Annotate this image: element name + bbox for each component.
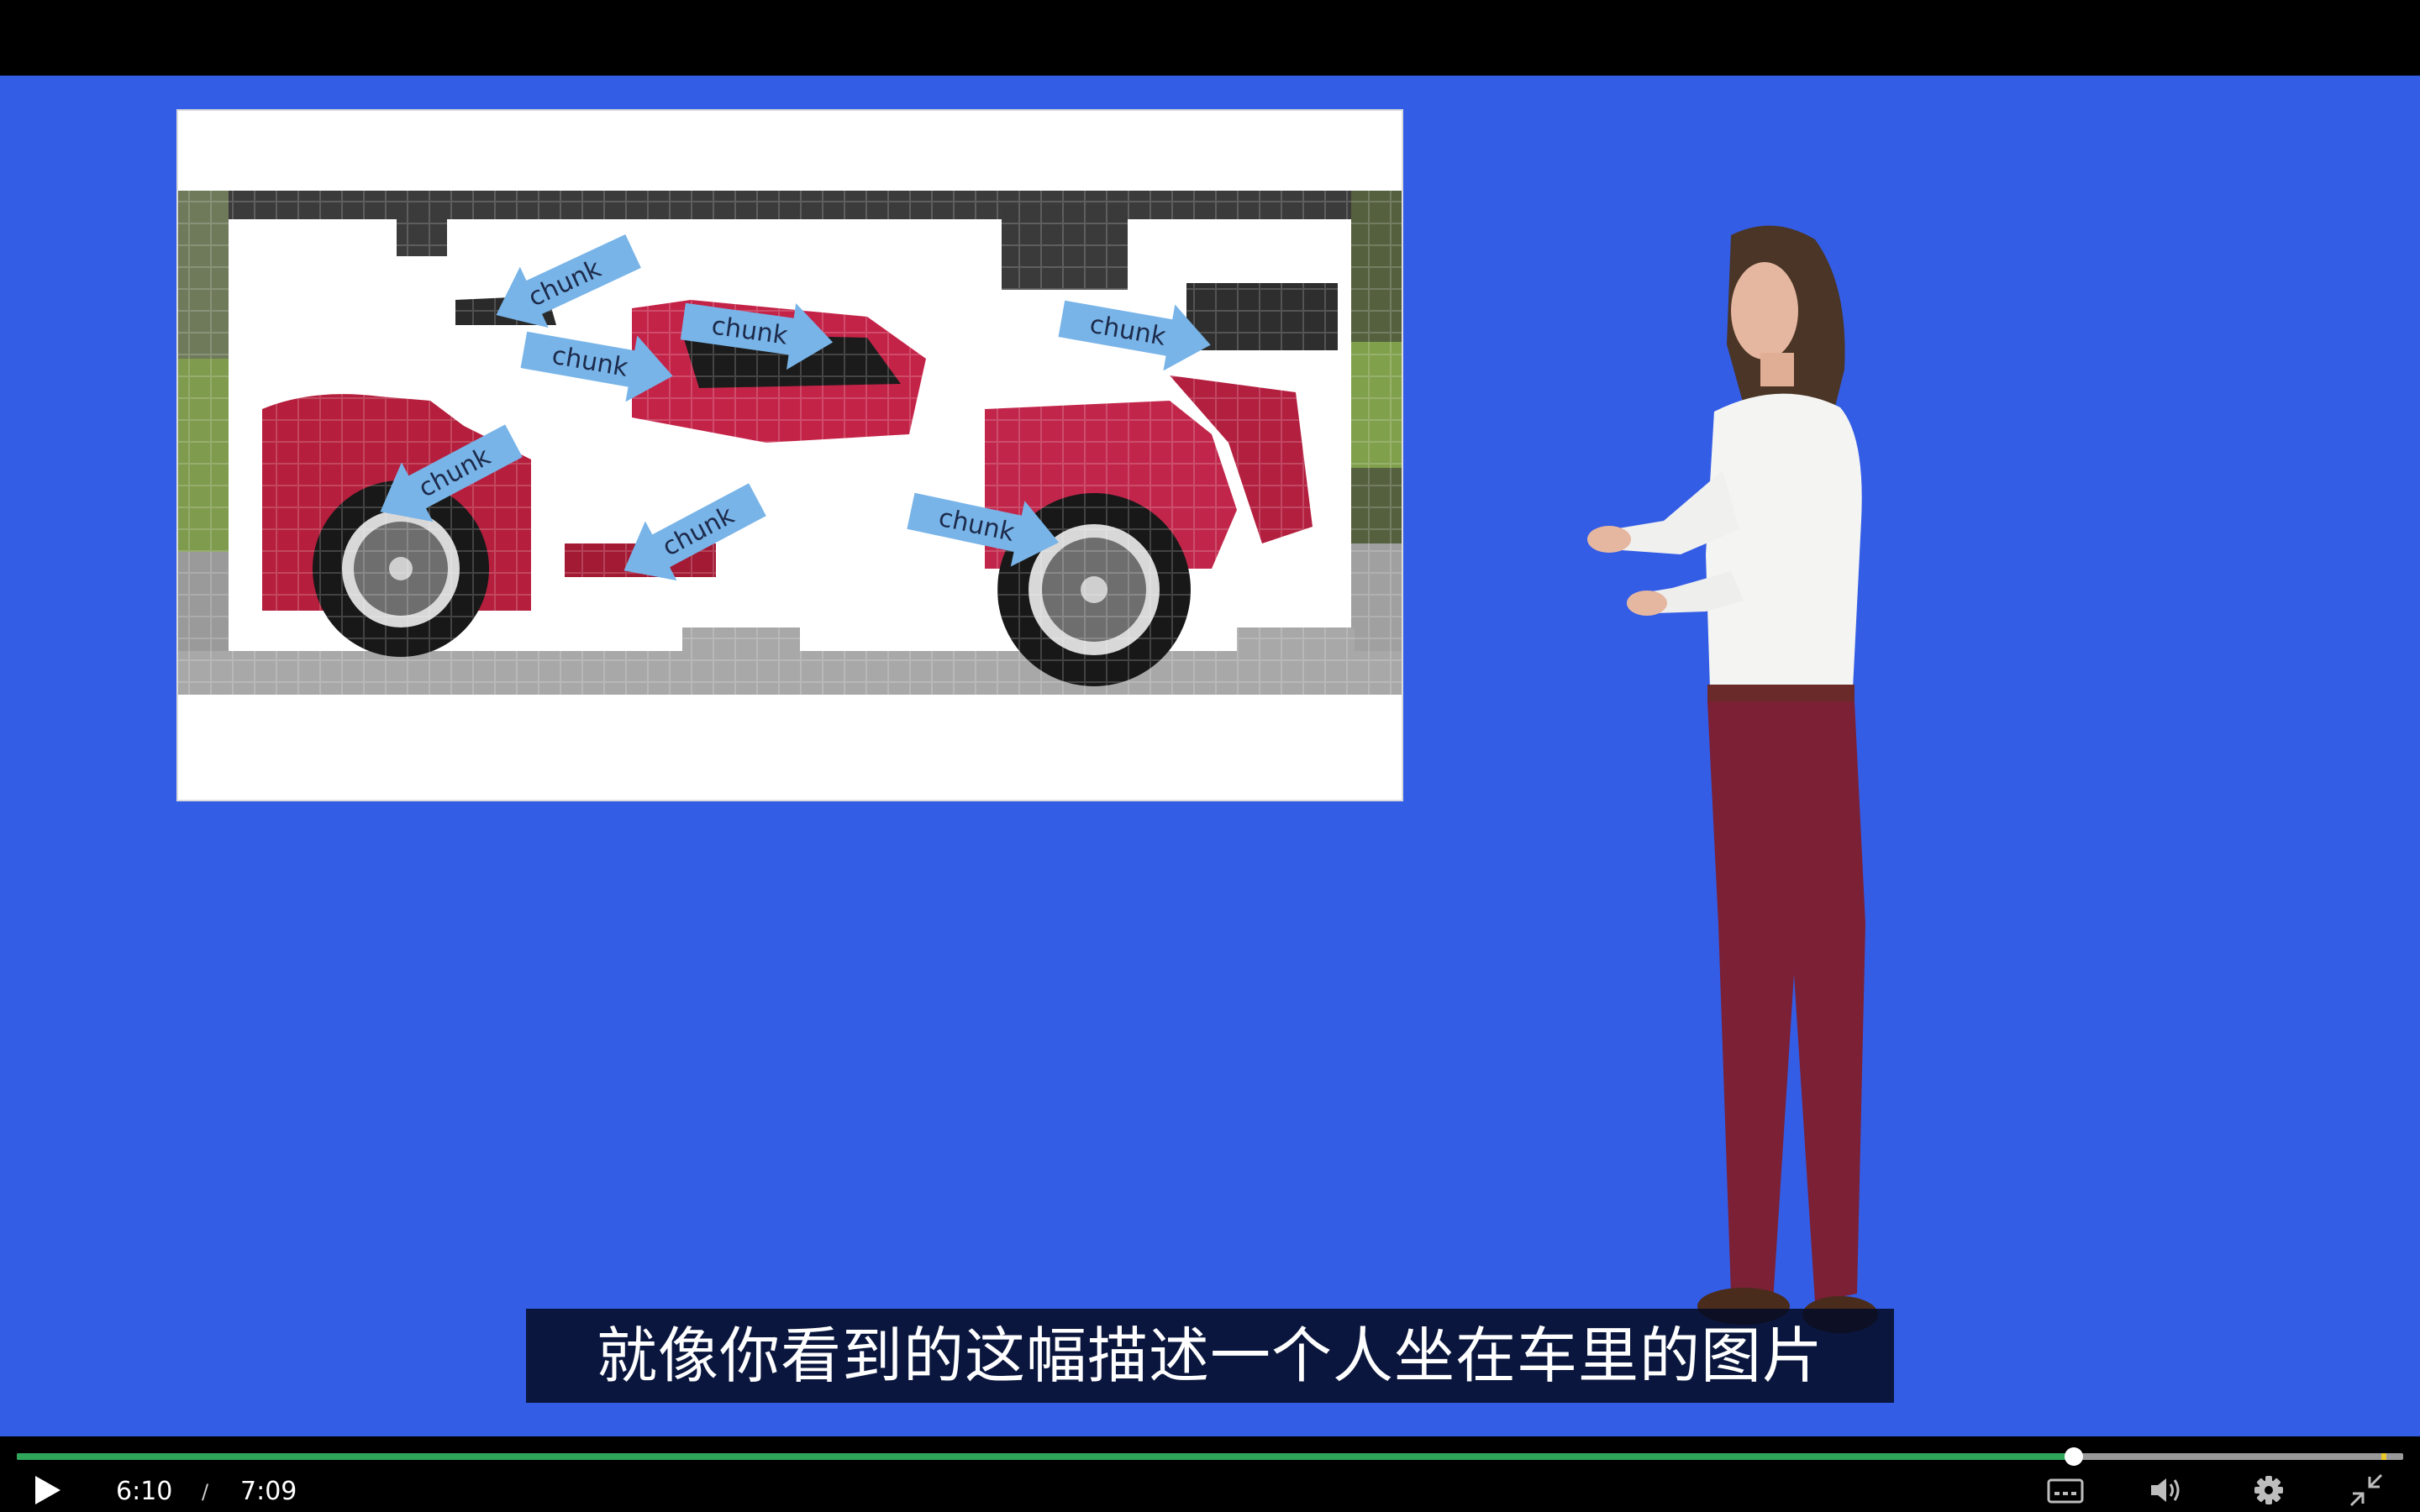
- current-time: 6:10: [116, 1477, 173, 1506]
- total-time: 7:09: [240, 1477, 297, 1506]
- progress-bar[interactable]: [17, 1447, 2403, 1466]
- video-frame[interactable]: chunk chunk chunk chunk chunk: [0, 76, 2420, 1436]
- play-icon[interactable]: [30, 1473, 64, 1507]
- subtitle-caption: 就像你看到的这幅描述一个人坐在车里的图片: [526, 1309, 1894, 1403]
- closed-captions-icon[interactable]: [2047, 1473, 2084, 1507]
- exit-fullscreen-icon[interactable]: [2348, 1473, 2385, 1507]
- volume-icon[interactable]: [2148, 1473, 2185, 1507]
- presenter: [1587, 225, 1878, 1333]
- time-separator: /: [202, 1480, 209, 1504]
- lecture-slide: chunk chunk chunk chunk chunk: [176, 109, 1403, 801]
- player-controls: 6:10 / 7:09: [0, 1436, 2420, 1512]
- puzzle-car-image: chunk chunk chunk chunk chunk: [178, 191, 1402, 695]
- progress-fill: [17, 1453, 2075, 1460]
- progress-scrubber[interactable]: [2065, 1447, 2084, 1466]
- chunk-arrow: chunk: [680, 302, 834, 370]
- progress-marker: [2381, 1453, 2386, 1460]
- chunk-arrow: chunk: [1058, 300, 1211, 371]
- gear-icon[interactable]: [2250, 1473, 2287, 1507]
